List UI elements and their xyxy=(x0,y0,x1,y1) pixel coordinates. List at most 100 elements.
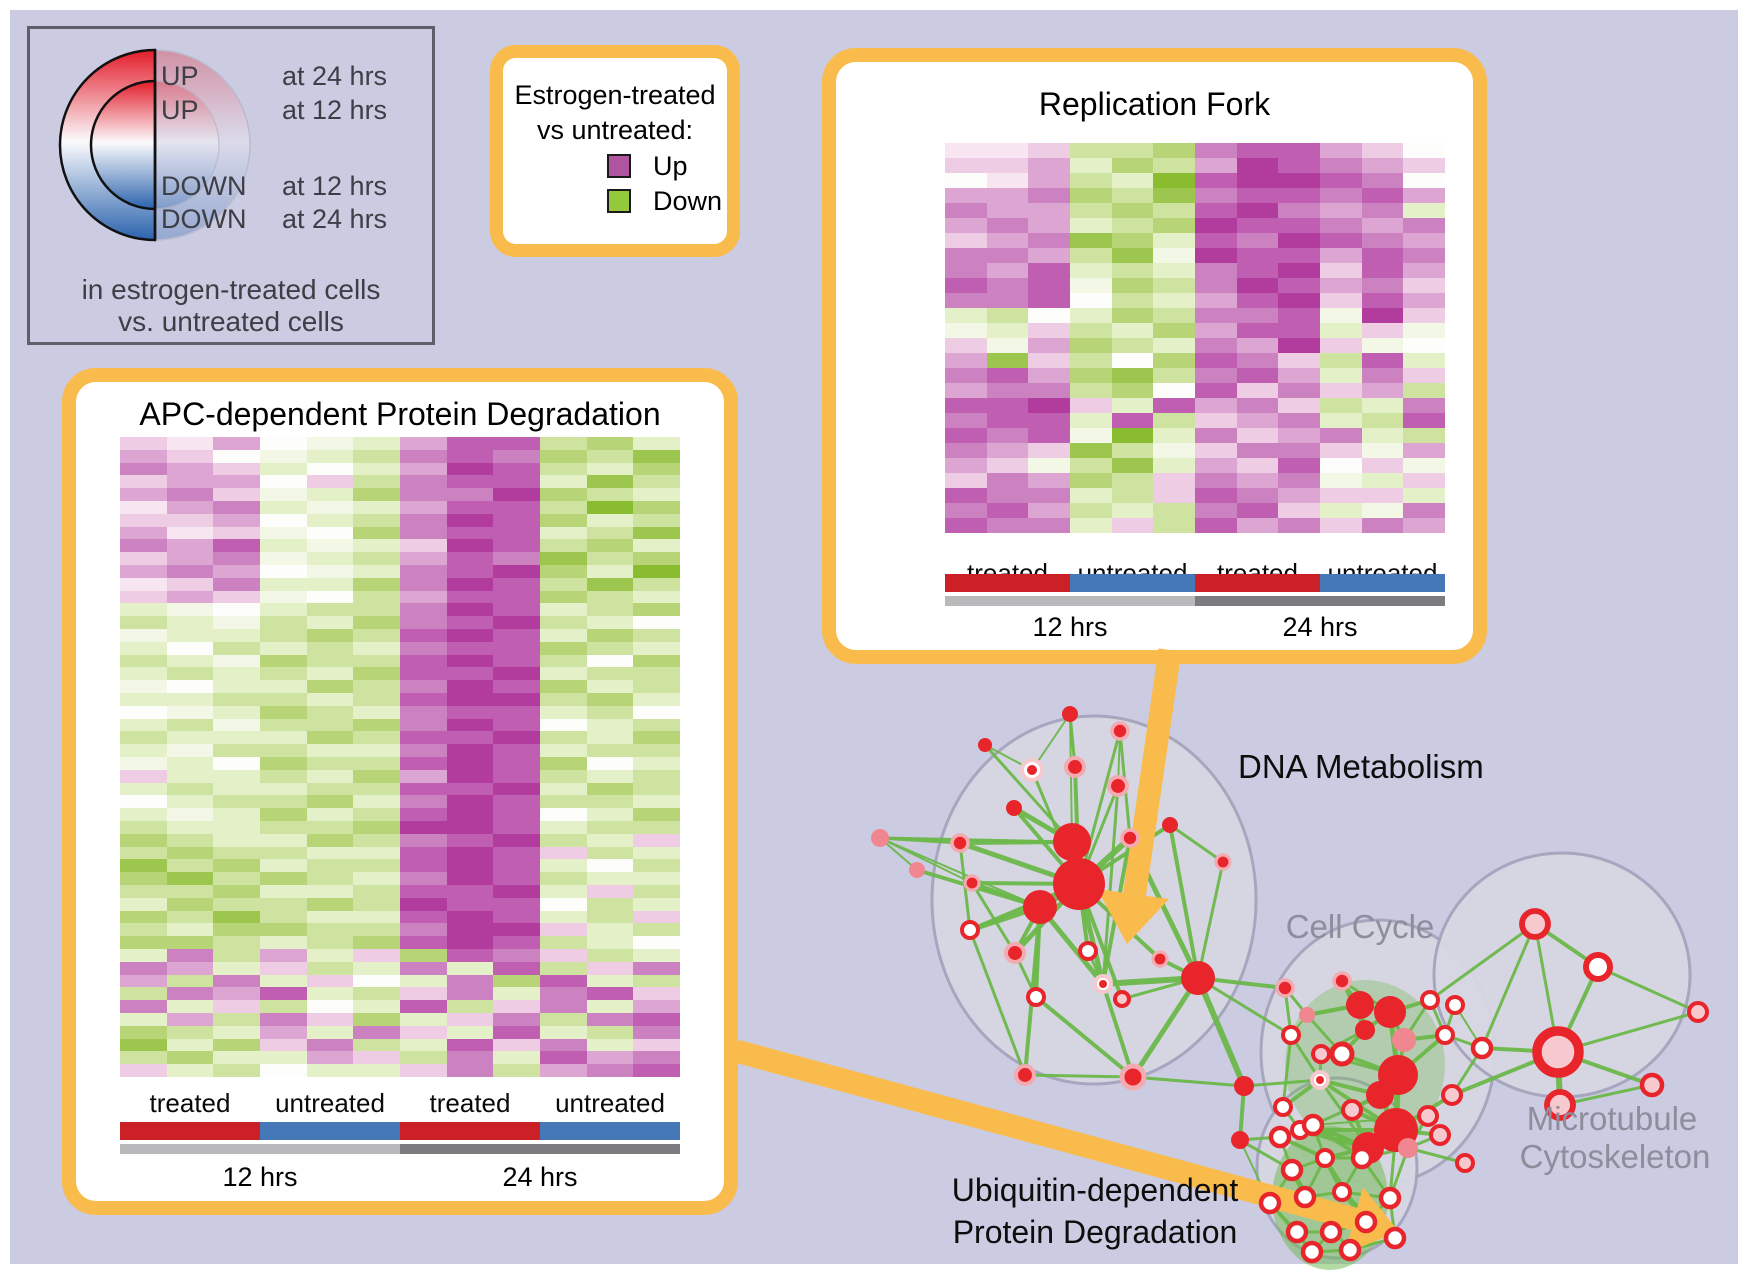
heatmap-cell xyxy=(353,731,401,745)
heatmap-cell xyxy=(633,577,680,592)
heatmap-cell xyxy=(120,488,168,502)
heatmap-cell xyxy=(120,859,168,873)
heatmap-cell xyxy=(493,987,541,1001)
legend-down-24-time: at 24 hrs xyxy=(282,204,388,234)
heatmap-cell xyxy=(446,872,495,886)
heatmap-cell xyxy=(120,552,168,566)
heatmap-cell xyxy=(120,449,168,464)
heatmap-cell xyxy=(213,795,261,809)
rf-bar-treated-24 xyxy=(1195,574,1320,592)
heatmap-cell xyxy=(306,1064,355,1077)
heatmap-cell xyxy=(400,437,448,451)
heatmap-cell xyxy=(446,974,495,989)
heatmap-cell xyxy=(1111,443,1155,459)
heatmap-cell xyxy=(586,833,635,848)
heatmap-cell xyxy=(260,667,308,681)
heatmap-cell xyxy=(493,629,541,643)
down-label: Down xyxy=(653,186,723,216)
heatmap-cell xyxy=(120,1051,168,1065)
heatmap-cell xyxy=(213,539,261,553)
heatmap-cell xyxy=(633,910,680,925)
heatmap-cell xyxy=(166,1013,215,1027)
heatmap-cell xyxy=(306,513,355,528)
heatmap-cell xyxy=(586,552,635,566)
heatmap-cell xyxy=(986,503,1030,519)
heatmap-cell xyxy=(1195,398,1238,414)
heatmap-cell xyxy=(1153,158,1196,174)
heatmap-cell xyxy=(1320,308,1363,324)
estrogen-updown-legend: Estrogen-treated vs untreated: Up Down xyxy=(490,45,740,257)
heatmap-cell xyxy=(306,501,355,515)
heatmap-cell xyxy=(586,859,635,873)
heatmap-cell xyxy=(633,718,680,733)
heatmap-cell xyxy=(633,757,680,771)
heatmap-cell xyxy=(986,413,1030,429)
heatmap-cell xyxy=(213,769,261,784)
heatmap-cell xyxy=(260,539,308,553)
heatmap-cell xyxy=(1195,518,1238,533)
heatmap-cell xyxy=(1028,308,1071,324)
cluster-label-microtubule-line2: Cytoskeleton xyxy=(1519,1138,1711,1175)
heatmap-cell xyxy=(353,885,401,899)
heatmap-cell xyxy=(1236,263,1280,279)
heatmap-cell xyxy=(1195,218,1238,234)
heatmap-cell xyxy=(1195,188,1238,204)
heatmap-cell xyxy=(493,757,541,771)
heatmap-cell xyxy=(400,616,448,630)
heatmap-cell xyxy=(446,437,495,451)
heatmap-cell xyxy=(213,757,261,771)
apc-bar-12hrs xyxy=(120,1144,400,1154)
heatmap-cell xyxy=(400,1025,448,1040)
heatmap-cell xyxy=(540,846,588,861)
heatmap-cell xyxy=(493,1051,541,1065)
heatmap-cell xyxy=(1361,323,1405,339)
heatmap-cell xyxy=(1153,293,1196,309)
heatmap-cell xyxy=(306,590,355,605)
heatmap-cell xyxy=(260,603,308,617)
heatmap-cell xyxy=(945,458,988,474)
heatmap-cell xyxy=(446,693,495,707)
heatmap-cell xyxy=(1070,278,1113,294)
heatmap-cell xyxy=(1320,203,1363,219)
legend-up-12-word: UP xyxy=(161,95,199,125)
heatmap-cell xyxy=(1278,233,1321,249)
apc-bar-treated-24 xyxy=(400,1122,540,1140)
heatmap-cell xyxy=(1070,383,1113,399)
heatmap-cell xyxy=(166,757,215,771)
heatmap-cell xyxy=(166,782,215,797)
heatmap-cell xyxy=(633,539,680,553)
heatmap-cell xyxy=(586,744,635,758)
heatmap-cell xyxy=(1070,518,1113,533)
heatmap-cell xyxy=(1153,503,1196,519)
heatmap-cell xyxy=(306,526,355,541)
heatmap-cell xyxy=(213,501,261,515)
heatmap-cell xyxy=(166,872,215,886)
heatmap-cell xyxy=(166,731,215,745)
heatmap-cell xyxy=(1278,353,1321,369)
heatmap-cell xyxy=(1153,383,1196,399)
heatmap-cell xyxy=(213,616,261,630)
heatmap-cell xyxy=(306,769,355,784)
heatmap-cell xyxy=(1278,473,1321,489)
heatmap-cell xyxy=(1070,488,1113,504)
heatmap-cell xyxy=(446,885,495,899)
heatmap-cell xyxy=(400,462,448,477)
heatmap-cell xyxy=(306,629,355,643)
heatmap-cell xyxy=(166,565,215,579)
heatmap-cell xyxy=(400,539,448,553)
heatmap-cell xyxy=(213,897,261,912)
heatmap-cell xyxy=(1195,458,1238,474)
heatmap-cell xyxy=(260,910,308,925)
heatmap-cell xyxy=(353,1000,401,1014)
heatmap-cell xyxy=(1111,353,1155,369)
heatmap-cell xyxy=(353,462,401,477)
heatmap-cell xyxy=(120,795,168,809)
heatmap-cell xyxy=(1278,518,1321,533)
heatmap-cell xyxy=(306,846,355,861)
heatmap-cell xyxy=(945,143,988,159)
heatmap-cell xyxy=(400,936,448,950)
heatmap-cell xyxy=(166,488,215,502)
heatmap-cell xyxy=(945,218,988,234)
heatmap-cell xyxy=(120,718,168,733)
heatmap-cell xyxy=(306,795,355,809)
